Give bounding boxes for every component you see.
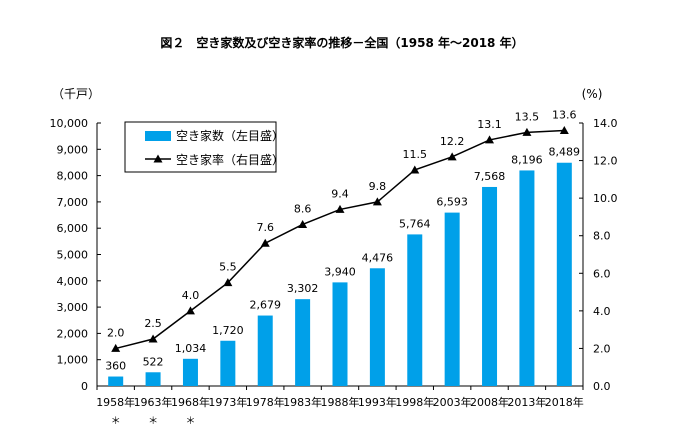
x-tick-label: 1978年 <box>246 395 285 409</box>
rate-point <box>298 219 308 228</box>
rate-point <box>372 197 382 206</box>
rate-point <box>522 127 532 136</box>
legend-label-bar: 空き家数（左目盛） <box>176 128 284 143</box>
x-tick-label: 1968年 <box>171 395 210 409</box>
rate-value-label: 9.8 <box>369 180 387 193</box>
bar-value-label: 3,302 <box>287 282 319 295</box>
rate-point <box>559 126 569 135</box>
bar <box>332 282 348 386</box>
right-tick-label: 12.0 <box>593 155 618 168</box>
rate-value-label: 8.6 <box>294 202 312 215</box>
rate-point <box>485 135 495 144</box>
bar-value-label: 4,476 <box>362 251 394 264</box>
x-tick-label: 1988年 <box>321 395 360 409</box>
x-tick-label: 1958年 <box>96 395 135 409</box>
left-axis-unit: （千戸） <box>52 87 100 101</box>
x-tick-label: 2018年 <box>545 395 584 409</box>
rate-value-label: 13.5 <box>515 110 540 123</box>
x-tick-label: 2003年 <box>433 395 472 409</box>
left-tick-label: 6,000 <box>57 222 89 235</box>
rate-point <box>111 343 121 352</box>
right-axis-unit: (%) <box>582 87 603 101</box>
left-tick-label: 2,000 <box>57 327 89 340</box>
left-tick-label: 10,000 <box>50 117 89 130</box>
legend-box <box>124 121 277 173</box>
left-tick-label: 1,000 <box>57 354 89 367</box>
rate-value-label: 7.6 <box>256 221 274 234</box>
rate-point <box>148 334 158 343</box>
bar-value-label: 1,720 <box>212 324 244 337</box>
bar-value-label: 1,034 <box>175 342 207 355</box>
rate-value-label: 13.6 <box>552 109 577 122</box>
footnote-mark: ＊ <box>185 416 195 427</box>
right-tick-label: 6.0 <box>593 267 611 280</box>
right-tick-label: 2.0 <box>593 342 611 355</box>
right-tick-label: 14.0 <box>593 117 618 130</box>
legend-swatch-bar <box>145 131 171 141</box>
rate-point <box>447 152 457 161</box>
rate-value-label: 13.1 <box>477 118 502 131</box>
legend: 空き家数（左目盛） 空き家率（右目盛） <box>124 121 284 173</box>
bar-value-label: 2,679 <box>249 299 281 312</box>
rate-point <box>223 278 233 287</box>
rate-point <box>185 306 195 315</box>
legend-label-line: 空き家率（右目盛） <box>176 152 284 167</box>
plot-area: 0 1,000 2,000 3,000 4,000 5,000 6,000 7,000 8,00… <box>50 109 618 427</box>
bar <box>257 315 273 386</box>
left-tick-label: 9,000 <box>57 143 89 156</box>
footnote-mark: ＊ <box>111 416 121 427</box>
x-tick-label: 2013年 <box>507 395 546 409</box>
right-tick-label: 8.0 <box>593 230 611 243</box>
bar <box>444 212 460 386</box>
x-tick-label: 1973年 <box>208 395 247 409</box>
x-tick-label: 1993年 <box>358 395 397 409</box>
rate-value-label: 2.5 <box>144 317 162 330</box>
bar <box>295 299 311 386</box>
bar <box>407 234 423 386</box>
x-tick-label: 1998年 <box>395 395 434 409</box>
bar-value-label: 522 <box>143 355 164 368</box>
legend-marker-triangle <box>153 154 163 163</box>
rate-point <box>410 165 420 174</box>
left-tick-label: 0 <box>81 380 88 393</box>
bar-value-label: 3,940 <box>324 265 356 278</box>
left-tick-label: 4,000 <box>57 275 89 288</box>
rate-value-label: 5.5 <box>219 261 237 274</box>
bar-value-label: 8,196 <box>511 153 543 166</box>
bar-value-label: 7,568 <box>474 170 506 183</box>
rate-value-label: 11.5 <box>403 148 428 161</box>
rate-value-label: 9.4 <box>331 187 349 200</box>
bar <box>145 372 161 386</box>
x-tick-label: 2008年 <box>470 395 509 409</box>
bar <box>108 376 124 386</box>
bar-value-label: 8,489 <box>549 146 581 159</box>
left-tick-label: 7,000 <box>57 196 89 209</box>
rate-point <box>335 204 345 213</box>
x-tick-label: 1983年 <box>283 395 322 409</box>
chart-title: 図２ 空き家数及び空き家率の推移－全国（1958 年～2018 年） <box>160 35 523 50</box>
bar <box>369 268 385 386</box>
bar <box>482 186 498 386</box>
bar <box>220 340 236 386</box>
bar <box>556 162 572 386</box>
footnote-mark: ＊ <box>148 416 158 427</box>
rate-value-label: 12.2 <box>440 135 465 148</box>
right-tick-label: 10.0 <box>593 192 618 205</box>
bar <box>519 170 535 386</box>
right-tick-label: 4.0 <box>593 305 611 318</box>
left-tick-label: 5,000 <box>57 249 89 262</box>
bar <box>182 358 198 386</box>
rate-value-label: 2.0 <box>107 326 125 339</box>
left-tick-label: 3,000 <box>57 301 89 314</box>
right-tick-label: 0.0 <box>593 380 611 393</box>
left-tick-label: 8,000 <box>57 170 89 183</box>
bar-value-label: 6,593 <box>436 196 468 209</box>
rate-point <box>260 238 270 247</box>
bar-value-label: 5,764 <box>399 217 431 230</box>
x-tick-label: 1963年 <box>134 395 173 409</box>
rate-value-label: 4.0 <box>182 289 200 302</box>
bar-value-label: 360 <box>105 360 126 373</box>
